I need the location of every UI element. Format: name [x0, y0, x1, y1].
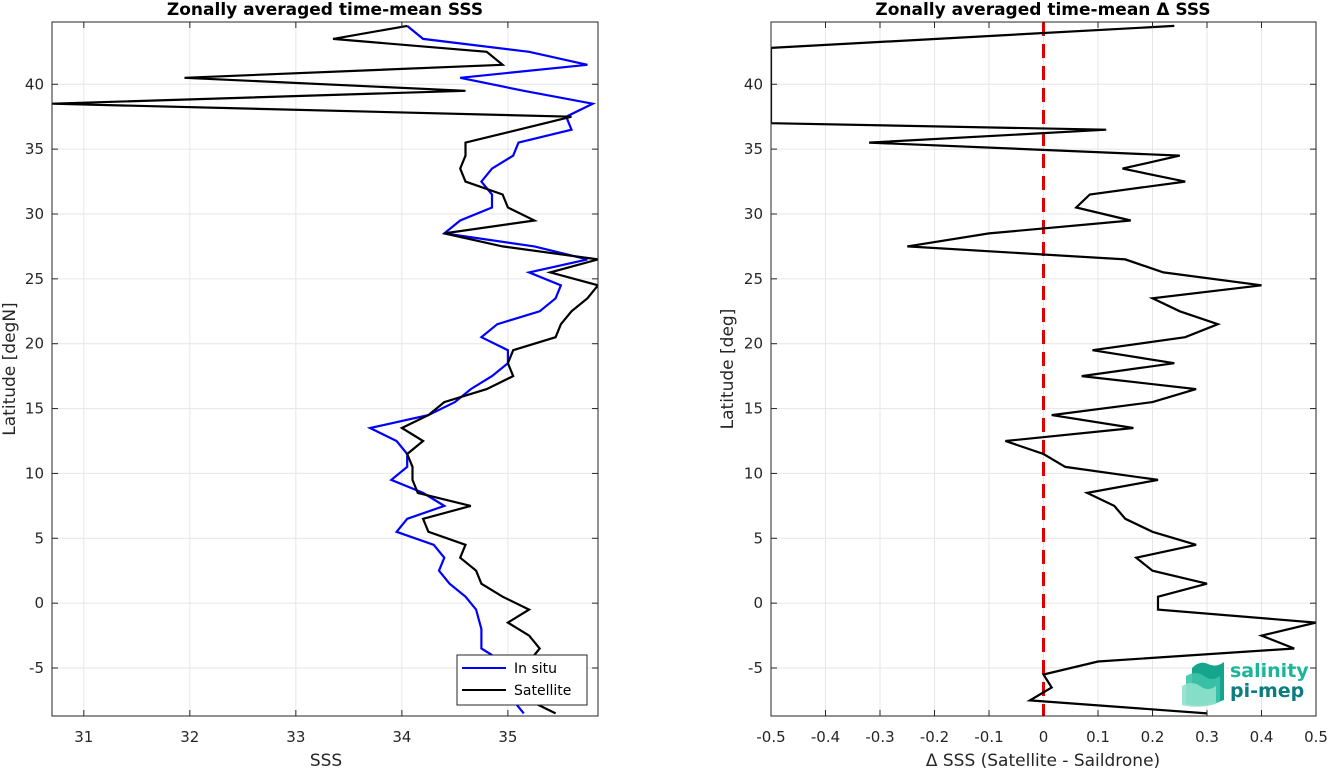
right-y-axis-label: Latitude [deg]: [718, 309, 738, 430]
left-chart-title: Zonally averaged time-mean SSS: [167, 0, 483, 20]
right-y-tick-label: 35: [744, 140, 763, 158]
right-chart-title: Zonally averaged time-mean Δ SSS: [875, 0, 1210, 20]
right-plot: -0.5 -0.4 -0.3 -0.2 -0.1 0 0.1 0.2 0.3 0.4 0.5 -5 0 5…: [718, 0, 1328, 769]
left-y-axis-label: Latitude [degN]: [0, 302, 20, 435]
right-x-tick-label: 0.5: [1304, 728, 1328, 746]
left-axes-box: [51, 21, 599, 717]
left-y-tick-label: 10: [25, 464, 44, 482]
right-y-tick-label: 15: [744, 400, 763, 418]
left-grid: [52, 22, 598, 716]
right-x-tick-label: -0.3: [865, 728, 894, 746]
left-y-tick-label: 20: [25, 335, 44, 353]
logo-text-pi-mep: pi-mep: [1230, 680, 1304, 702]
right-series-group: [771, 24, 1316, 715]
left-y-tick-label: 40: [25, 75, 44, 93]
left-tick-labels: 31 32 33 34 35 -5 0 5 10 15 20 25 30 35 40: [25, 22, 598, 746]
left-x-axis-label: SSS: [310, 751, 342, 769]
left-x-tick-label: 35: [498, 728, 517, 746]
right-x-tick-label: 0.3: [1195, 728, 1219, 746]
logo-wave-icon: [1182, 662, 1224, 707]
right-y-tick-label: 20: [744, 335, 763, 353]
legend-box: [456, 654, 588, 706]
series-line-in-situ: [366, 25, 597, 715]
left-x-tick-label: 31: [74, 728, 93, 746]
left-y-tick-label: 15: [25, 400, 44, 418]
legend-label-satellite: Satellite: [514, 683, 571, 699]
left-y-tick-label: -5: [29, 659, 44, 677]
right-y-tick-label: 40: [744, 75, 763, 93]
left-y-tick-label: 30: [25, 205, 44, 223]
logo-text-salinity: salinity: [1230, 660, 1309, 682]
salinity-pi-mep-logo: salinity pi-mep: [1182, 660, 1309, 707]
right-x-tick-label: -0.2: [920, 728, 949, 746]
right-x-tick-label: -0.1: [974, 728, 1003, 746]
right-y-tick-label: 0: [753, 594, 763, 612]
right-y-tick-label: -5: [748, 659, 763, 677]
left-series-group: [52, 24, 598, 715]
right-x-tick-label: -0.5: [756, 728, 785, 746]
left-plot-area: [52, 22, 598, 716]
right-y-tick-label: 30: [744, 205, 763, 223]
left-y-tick-label: 35: [25, 140, 44, 158]
right-y-tick-label: 25: [744, 270, 763, 288]
left-plot: 31 32 33 34 35 -5 0 5 10 15 20 25 30 35 40 Zonally ave…: [0, 0, 599, 769]
left-x-tick-label: 33: [286, 728, 305, 746]
left-x-tick-label: 32: [180, 728, 199, 746]
right-x-tick-label: -0.4: [811, 728, 840, 746]
right-x-tick-label: 0: [1039, 728, 1049, 746]
right-x-axis-label: Δ SSS (Satellite - Saildrone): [926, 751, 1160, 769]
right-x-tick-label: 0.4: [1250, 728, 1274, 746]
right-tick-labels: -0.5 -0.4 -0.3 -0.2 -0.1 0 0.1 0.2 0.3 0.4 0.5 -5 0 5…: [744, 22, 1328, 746]
right-y-tick-label: 5: [753, 529, 763, 547]
left-y-tick-label: 5: [34, 529, 44, 547]
right-y-tick-label: 10: [744, 464, 763, 482]
series-line-satellite: [52, 24, 598, 715]
series-line-delta-sss: [771, 24, 1316, 715]
legend: In situ Satellite: [456, 654, 588, 706]
legend-label-in-situ: In situ: [514, 661, 557, 677]
left-x-tick-label: 34: [392, 728, 411, 746]
right-x-tick-label: 0.2: [1141, 728, 1165, 746]
right-x-tick-label: 0.1: [1086, 728, 1110, 746]
left-y-tick-label: 0: [34, 594, 44, 612]
left-y-tick-label: 25: [25, 270, 44, 288]
